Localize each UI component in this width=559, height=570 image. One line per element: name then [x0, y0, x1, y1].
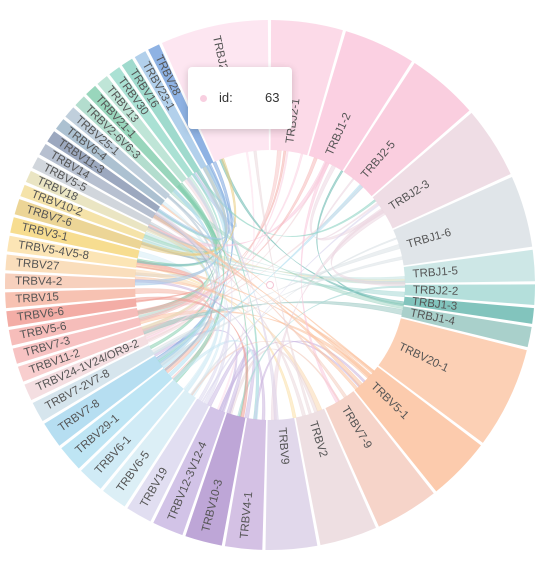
segment-label: TRBJ2-2: [413, 284, 459, 298]
segment-arc[interactable]: [5, 273, 136, 290]
segment-arc[interactable]: [121, 58, 200, 174]
segment-arc[interactable]: [148, 44, 214, 166]
segment-arc[interactable]: [343, 62, 470, 197]
segment-arc[interactable]: [17, 326, 145, 382]
segment-arc[interactable]: [378, 318, 527, 443]
segment-label: TRBV15: [15, 291, 59, 305]
chord-ribbon[interactable]: [141, 226, 208, 331]
segment-arc[interactable]: [224, 418, 267, 550]
segment-arc[interactable]: [86, 85, 181, 188]
chord-ribbon[interactable]: [253, 150, 312, 415]
segment-arc[interactable]: [5, 288, 136, 309]
segment-arc[interactable]: [39, 144, 156, 219]
chord-ribbon[interactable]: [151, 243, 401, 355]
segment-arc[interactable]: [7, 235, 138, 268]
segment-arc[interactable]: [12, 317, 142, 364]
segment-arc[interactable]: [97, 76, 187, 183]
chord-ribbon[interactable]: [201, 203, 380, 403]
segment-label: TRBJ1-3: [411, 296, 457, 313]
segment-arc[interactable]: [134, 51, 207, 169]
chord-ribbon[interactable]: [156, 164, 231, 240]
segment-arc[interactable]: [75, 96, 176, 194]
segment-label: TRBV4-2: [15, 275, 62, 288]
segment-arc[interactable]: [401, 306, 532, 348]
segment-label: TRBV27: [15, 257, 59, 273]
segment-arc[interactable]: [44, 355, 163, 446]
segment-arc[interactable]: [47, 131, 161, 212]
segment-arc[interactable]: [403, 249, 535, 284]
center-dot: [266, 281, 274, 289]
segment-arc[interactable]: [372, 112, 511, 229]
segment-arc[interactable]: [308, 31, 412, 172]
chord-ribbon[interactable]: [253, 340, 366, 420]
chord-ribbon[interactable]: [300, 161, 340, 404]
segment-arc[interactable]: [65, 107, 170, 200]
segment-arc[interactable]: [80, 379, 184, 489]
chord-ribbon[interactable]: [207, 346, 247, 415]
chord-ribbon[interactable]: [146, 161, 330, 247]
chord-ribbon[interactable]: [316, 178, 379, 240]
segment-arc[interactable]: [24, 335, 149, 401]
segment-arc[interactable]: [5, 254, 136, 278]
segment-arc[interactable]: [10, 217, 140, 259]
segment-arc[interactable]: [109, 67, 194, 178]
segment-arc[interactable]: [403, 296, 534, 324]
chord-ribbon[interactable]: [145, 150, 289, 340]
tooltip-dot: [200, 95, 207, 102]
tooltip: id: 63: [188, 67, 292, 129]
segment-arc[interactable]: [20, 184, 146, 240]
tooltip-key: id:: [219, 90, 233, 105]
segment-arc[interactable]: [354, 366, 481, 492]
segment-arc[interactable]: [32, 157, 152, 226]
segment-arc[interactable]: [295, 408, 376, 546]
chord-ribbon[interactable]: [147, 223, 372, 378]
segment-arc[interactable]: [127, 398, 210, 522]
segment-label: TRBJ1-5: [412, 265, 458, 280]
segment-arc[interactable]: [55, 119, 165, 206]
segment-arc[interactable]: [25, 170, 149, 233]
segment-arc[interactable]: [103, 389, 196, 507]
tooltip-value: 63: [265, 90, 280, 105]
segment-arc[interactable]: [325, 391, 434, 527]
segment-arc[interactable]: [185, 412, 246, 546]
segment-arc[interactable]: [404, 284, 535, 305]
segment-arc[interactable]: [265, 417, 318, 550]
segment-arc[interactable]: [14, 199, 143, 249]
segment-arc[interactable]: [32, 345, 155, 422]
segment-label: TRBV4-1: [239, 491, 256, 539]
segment-arc[interactable]: [393, 176, 533, 266]
segment-arc[interactable]: [153, 406, 226, 536]
segment-arc[interactable]: [61, 368, 173, 469]
segment-arc[interactable]: [6, 298, 137, 327]
segment-arc[interactable]: [8, 307, 139, 346]
chord-ribbon[interactable]: [134, 165, 228, 286]
segment-label: TRBV9: [276, 427, 291, 465]
